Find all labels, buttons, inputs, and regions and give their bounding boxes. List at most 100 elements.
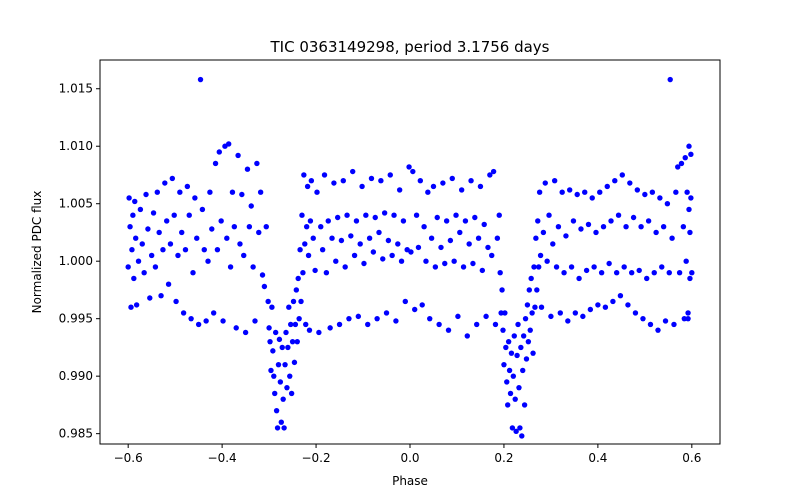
data-point [147,295,153,301]
data-point [532,304,538,310]
data-point [521,402,528,408]
data-point [346,315,352,322]
data-point [359,183,365,190]
data-point [127,224,133,230]
data-point [517,425,523,431]
data-point [396,187,403,193]
data-point [428,235,435,241]
data-point [291,359,298,366]
data-point [152,264,159,270]
data-point [132,198,138,205]
data-point [685,310,691,316]
data-point [440,180,446,186]
data-point [578,226,584,232]
data-point [653,229,659,236]
data-point [529,310,535,316]
data-point [292,321,299,328]
data-point [173,298,179,305]
data-point [625,302,631,308]
data-point [415,244,422,251]
data-point [442,260,448,267]
data-point [612,178,618,184]
data-point [246,224,253,230]
data-point [474,321,480,328]
data-point [220,318,226,324]
data-point [304,183,311,190]
data-point [688,151,694,157]
data-point [506,367,513,374]
data-point [505,338,512,345]
x-tick-label: 0.4 [588,451,607,465]
data-point [380,256,386,262]
data-point [453,212,459,218]
data-point [205,258,211,264]
data-point [490,168,497,175]
data-point [302,241,308,247]
data-point [216,149,222,155]
data-point [278,419,284,425]
data-point [250,264,256,270]
data-point [505,402,511,408]
data-point [537,252,544,259]
data-point [457,229,463,236]
data-point [559,189,565,195]
y-axis-label: Normalized PDC flux [30,191,44,314]
data-point [687,275,693,282]
data-point [365,321,371,328]
data-point [449,175,455,182]
data-point [615,212,622,218]
data-point [561,269,567,276]
data-point [451,258,457,264]
data-point [288,321,294,328]
data-point [526,287,532,293]
data-point [128,304,134,310]
data-point [125,264,131,270]
data-point [621,264,627,270]
data-point [686,206,692,213]
data-point [678,160,685,167]
data-point [492,321,499,328]
data-point [145,226,151,232]
data-point [272,329,279,336]
data-point [305,252,312,259]
data-point [487,172,493,178]
data-point [135,258,142,264]
data-point [269,304,275,310]
data-point [325,218,331,224]
data-point [533,235,539,241]
data-point [522,315,529,322]
data-point [667,76,673,83]
data-point [410,168,416,175]
data-point [477,183,484,190]
data-point [499,287,505,293]
data-point [550,241,556,247]
data-point [591,264,597,270]
data-point [387,172,393,178]
data-point [528,275,534,282]
data-point [314,189,320,195]
data-point [400,218,407,224]
data-point [333,258,339,264]
data-point [671,321,677,328]
data-point [385,237,392,244]
data-point [282,361,288,368]
data-point [137,206,144,213]
data-point [378,178,384,184]
data-point [133,302,140,308]
data-point [501,361,507,368]
data-point [514,352,520,359]
data-point [629,269,635,276]
data-point [585,221,592,228]
data-point [683,258,689,264]
data-point [180,310,187,316]
data-point [169,175,176,182]
data-point [265,298,271,305]
data-point [257,189,264,195]
x-tick-label: 0.6 [682,451,701,465]
data-point [572,310,579,316]
data-point [210,310,217,316]
data-point [376,229,382,236]
data-point [374,315,380,322]
data-point [126,195,132,201]
data-point [509,425,516,431]
